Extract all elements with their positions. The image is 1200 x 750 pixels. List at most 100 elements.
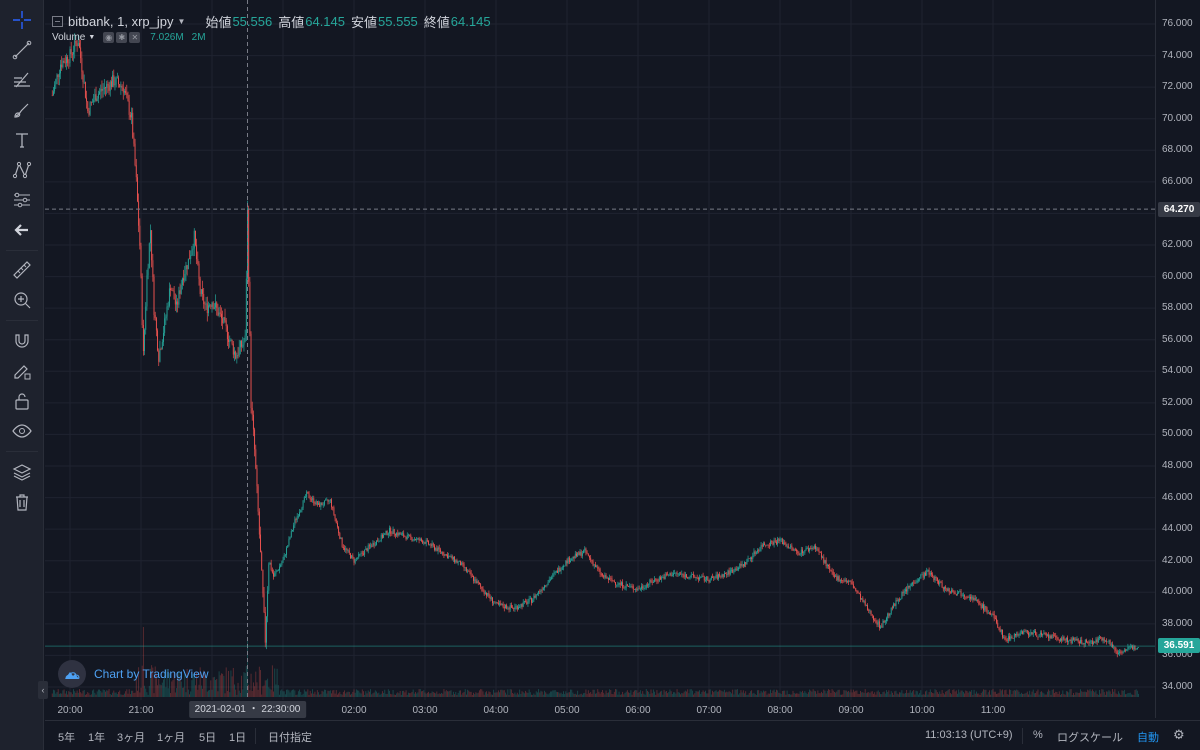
drawing-toolbar: [0, 0, 44, 750]
text-icon[interactable]: [6, 127, 38, 153]
candle-body: [340, 537, 342, 539]
price-chart[interactable]: [45, 0, 1155, 718]
volume-bar: [785, 694, 787, 697]
chevron-down-icon[interactable]: ▼: [177, 17, 186, 26]
volume-bar: [901, 690, 903, 697]
volume-bar: [447, 691, 448, 697]
range-1y-button[interactable]: 1年: [88, 732, 106, 744]
candle-body: [971, 596, 973, 599]
volume-bar: [211, 689, 213, 697]
candle-body: [574, 553, 576, 559]
volume-bar: [1003, 694, 1005, 697]
gear-icon[interactable]: ⚙: [1173, 727, 1185, 742]
volume-bar: [1070, 689, 1072, 697]
time-axis[interactable]: 20:0021:00201:0002:0003:0004:0005:0006:0…: [45, 700, 1155, 720]
candle-body: [81, 58, 83, 72]
ruler-icon[interactable]: [6, 257, 38, 283]
close-icon[interactable]: ✕: [129, 32, 141, 43]
candle-body: [563, 566, 564, 568]
volume-bar: [641, 693, 642, 697]
candle-body: [677, 573, 679, 575]
volume-bar: [234, 684, 235, 697]
candle-body: [342, 547, 344, 549]
volume-bar: [477, 692, 479, 697]
volume-value: 7.026M: [150, 32, 184, 43]
range-1m-button[interactable]: 1ヶ月: [157, 732, 186, 744]
scroll-left-button[interactable]: ‹: [38, 681, 48, 699]
symbol-title[interactable]: bitbank, 1, xrp_jpy: [68, 14, 174, 29]
zoom-in-icon[interactable]: [6, 287, 38, 313]
volume-bar: [855, 690, 857, 697]
candle-body: [1131, 646, 1132, 647]
candle-body: [628, 586, 629, 587]
price-tick: 54.000: [1162, 365, 1193, 377]
candle-body: [157, 330, 159, 351]
volume-bar: [467, 689, 469, 697]
volume-bar: [826, 690, 828, 697]
candle-body: [604, 575, 606, 578]
candle-body: [1134, 645, 1136, 650]
candle-body: [1083, 643, 1085, 645]
price-tick: 66.000: [1162, 175, 1193, 187]
volume-bar: [376, 691, 377, 697]
price-axis[interactable]: 76.000 74.000 72.000 70.000 68.000 66.000 62.0…: [1155, 0, 1200, 718]
candle-body: [602, 574, 603, 576]
candle-body: [565, 560, 567, 566]
magnet-icon[interactable]: [6, 328, 38, 354]
volume-bar: [282, 691, 284, 697]
prediction-icon[interactable]: [6, 187, 38, 213]
range-5y-button[interactable]: 5年: [58, 732, 76, 744]
volume-bar: [148, 685, 150, 697]
range-3m-button[interactable]: 3ヶ月: [117, 732, 146, 744]
clock-timezone[interactable]: 11:03:13 (UTC+9): [925, 729, 1013, 741]
chart-pane[interactable]: [45, 0, 1155, 718]
pattern-icon[interactable]: [6, 157, 38, 183]
volume-bar: [897, 694, 899, 697]
trash-icon[interactable]: [6, 489, 38, 515]
goto-date-button[interactable]: 日付指定: [268, 732, 312, 744]
volume-bar: [992, 689, 994, 697]
back-arrow-icon[interactable]: [6, 217, 38, 243]
fib-icon[interactable]: [6, 67, 38, 93]
volume-bar: [774, 692, 776, 697]
auto-scale-button[interactable]: 自動: [1137, 732, 1159, 744]
brush-icon[interactable]: [6, 97, 38, 123]
log-scale-button[interactable]: ログスケール: [1057, 732, 1123, 744]
trend-line-icon[interactable]: [6, 37, 38, 63]
tradingview-watermark[interactable]: Chart by TradingView: [58, 660, 209, 688]
range-5d-button[interactable]: 5日: [199, 732, 217, 744]
crosshair-icon[interactable]: [6, 7, 38, 33]
percent-scale-button[interactable]: %: [1033, 729, 1043, 741]
range-1d-button[interactable]: 1日: [229, 732, 247, 744]
candle-body: [738, 567, 740, 570]
candle-body: [620, 582, 622, 585]
volume-bar: [780, 694, 782, 697]
volume-bar: [170, 692, 172, 697]
volume-bar: [977, 693, 979, 697]
candle-body: [178, 290, 180, 305]
candle-body: [938, 580, 940, 585]
volume-bar: [196, 671, 198, 697]
volume-bar: [338, 693, 340, 697]
lock-pencil-icon[interactable]: [6, 358, 38, 384]
layers-icon[interactable]: [6, 459, 38, 485]
volume-bar: [849, 692, 851, 697]
volume-bar: [52, 689, 54, 697]
volume-bar: [848, 690, 850, 697]
candle-body: [454, 556, 456, 563]
legend-collapse-button[interactable]: [52, 16, 63, 27]
lock-icon[interactable]: [6, 388, 38, 414]
volume-bar: [709, 689, 711, 697]
candle-body: [296, 516, 298, 521]
candle-body: [955, 594, 957, 595]
eye-icon[interactable]: ◉: [103, 32, 115, 43]
volume-label[interactable]: Volume: [52, 32, 86, 43]
candle-body: [945, 586, 947, 589]
volume-bar: [947, 689, 949, 697]
gear-icon[interactable]: ✱: [116, 32, 128, 43]
chevron-down-icon[interactable]: ▼: [88, 34, 96, 41]
eye-icon[interactable]: [6, 418, 38, 444]
volume-bar: [79, 689, 80, 697]
volume-bar: [927, 694, 929, 697]
candle-body: [581, 553, 583, 556]
